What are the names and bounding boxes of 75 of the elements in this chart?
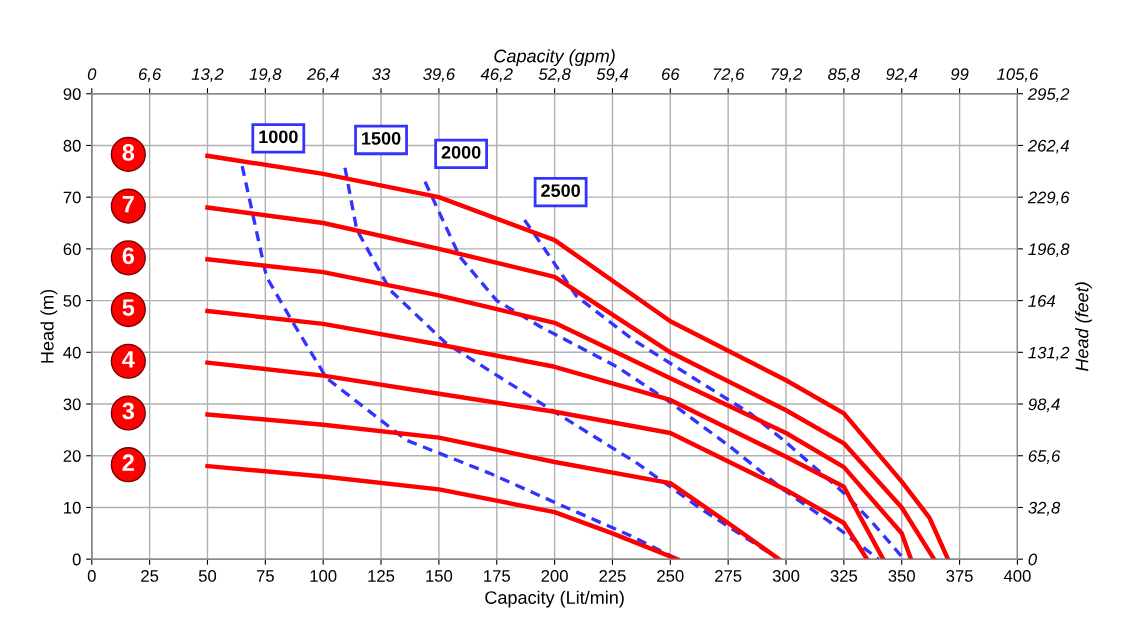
x2-tick-label: 52,8 [538, 68, 571, 82]
x2-axis-title: Capacity (gpm) [494, 49, 615, 66]
x2-tick-label: 6,6 [138, 68, 162, 82]
y2-tick-label: 196,8 [1028, 243, 1070, 258]
series-label: 2000 [441, 145, 481, 159]
x-tick-label: 325 [830, 570, 858, 582]
y-tick-label: 70 [63, 191, 81, 204]
y-tick-label: 50 [63, 295, 81, 307]
y2-tick-label: 65,6 [1028, 450, 1061, 464]
y-tick-label: 30 [63, 398, 81, 411]
x2-tick-label: 0 [87, 68, 97, 81]
x-tick-label: 225 [599, 570, 626, 582]
text: 6 [122, 247, 135, 265]
y-tick-label: 0 [72, 553, 81, 566]
x-tick-label: 300 [772, 570, 800, 582]
x2-tick-label: 85,8 [828, 68, 860, 82]
line-series [205, 463, 680, 560]
x2-tick-label: 13,2 [191, 68, 224, 82]
text: 7 [122, 195, 134, 213]
x-tick-label: 375 [946, 570, 973, 582]
y2-tick-label: 262,4 [1027, 139, 1069, 154]
line-series [423, 179, 881, 560]
text: 8 [122, 144, 135, 161]
series-label: 2500 [541, 184, 580, 197]
text: 2 [122, 454, 134, 471]
x-tick-label: 25 [141, 570, 159, 582]
y2-tick-label: 131,2 [1028, 346, 1070, 361]
y2-axis-title: Head (feet) [1075, 282, 1092, 372]
x2-tick-label: 66 [661, 68, 680, 81]
line-series [205, 360, 870, 560]
x-tick-label: 400 [1003, 570, 1031, 582]
line-series [205, 412, 782, 560]
x2-tick-label: 79,2 [771, 68, 802, 82]
line-series [205, 308, 886, 560]
y2-tick-label: 0 [1028, 553, 1037, 566]
y-tick-label: 20 [63, 450, 81, 462]
x2-tick-label: 105,6 [997, 68, 1039, 82]
x2-tick-label: 99 [950, 68, 969, 81]
x2-tick-label: 46,2 [480, 68, 513, 82]
y2-tick-label: 295,2 [1027, 88, 1070, 102]
x2-tick-label: 72,6 [713, 68, 745, 82]
y-tick-label: 40 [63, 346, 81, 359]
series-label: 1000 [259, 130, 298, 144]
x2-tick-label: 92,4 [886, 68, 918, 82]
line-series [205, 257, 914, 560]
x-tick-label: 350 [888, 570, 915, 582]
x2-tick-label: 59,4 [596, 68, 629, 82]
text: 3 [122, 402, 135, 420]
y-tick-label: 60 [63, 243, 81, 256]
y-tick-label: 10 [64, 501, 81, 514]
x2-tick-label: 39,6 [423, 68, 456, 82]
x-tick-label: 50 [198, 570, 217, 582]
y2-tick-label: 164 [1028, 295, 1056, 307]
series-label: 1500 [362, 131, 401, 145]
x2-tick-label: 19,8 [249, 68, 282, 82]
y-tick-label: 80 [63, 139, 81, 152]
y-tick-label: 90 [63, 88, 81, 100]
x-tick-label: 175 [484, 570, 510, 582]
x2-tick-label: 26,4 [306, 68, 339, 82]
x-axis-title: Capacity (Lit/min) [485, 590, 624, 608]
x-tick-label: 0 [87, 570, 96, 582]
x-tick-label: 75 [256, 570, 274, 582]
y-axis-title: Head (m) [40, 289, 58, 363]
y2-tick-label: 32,8 [1028, 501, 1061, 516]
text: 4 [122, 351, 135, 368]
y2-tick-label: 98,4 [1028, 398, 1060, 413]
x-tick-label: 200 [541, 570, 568, 582]
x-tick-label: 275 [715, 570, 742, 582]
x-tick-label: 150 [426, 570, 453, 582]
y2-tick-label: 229,6 [1027, 191, 1070, 206]
x2-tick-label: 33 [372, 68, 391, 81]
text: 5 [122, 299, 135, 316]
x-tick-label: 125 [368, 570, 395, 582]
x-tick-label: 100 [310, 570, 337, 582]
x-tick-label: 250 [657, 570, 684, 582]
